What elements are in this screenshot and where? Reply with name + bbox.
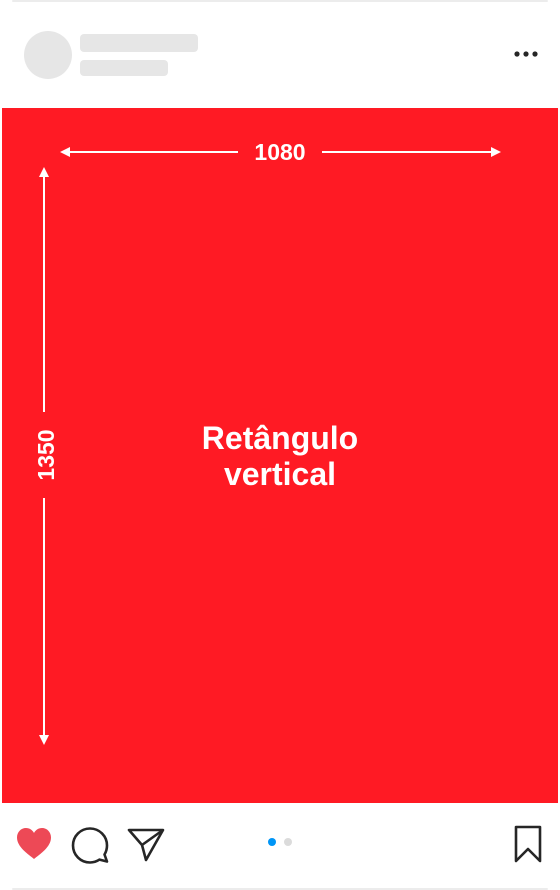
width-arrow-right-head [491,147,501,157]
height-label: 1350 [33,429,59,481]
carousel-dot[interactable] [284,838,292,846]
avatar-placeholder[interactable] [24,31,72,79]
username-placeholder[interactable] [80,34,198,52]
heart-icon [17,828,51,859]
caption-line-2: vertical [223,456,337,492]
like-button[interactable] [14,824,54,864]
save-button[interactable] [508,824,548,864]
width-label: 1080 [254,139,306,165]
image-caption: Retângulo vertical [140,420,420,492]
height-arrow-bottom-head [39,735,49,745]
more-options-button[interactable] [508,40,544,68]
post-image[interactable] [2,108,558,803]
bookmark-icon [514,825,542,863]
more-horizontal-icon [514,51,538,57]
caption-line-1: Retângulo [201,420,359,456]
share-button[interactable] [126,824,166,864]
card-bottom-border [12,888,548,890]
card-top-border [12,0,548,2]
comment-button[interactable] [70,824,110,864]
height-arrow-top-head [39,167,49,177]
comment-icon [71,827,109,864]
post-header [0,0,560,108]
action-bar [0,803,560,888]
carousel-dot-active[interactable] [268,838,276,846]
send-icon [127,828,165,862]
location-placeholder [80,60,168,76]
width-arrow-left-head [60,147,70,157]
